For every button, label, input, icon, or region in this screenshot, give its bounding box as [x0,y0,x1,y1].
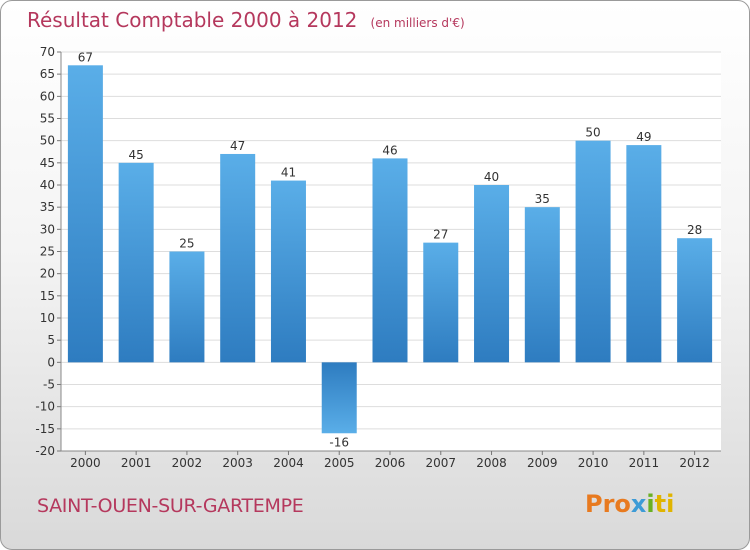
x-tick-label: 2007 [425,456,456,470]
bar-2006 [372,158,408,363]
y-tick-label: 0 [47,355,55,369]
x-tick-label: 2000 [70,456,101,470]
bar-2001 [118,162,154,363]
x-tick-label: 2010 [578,456,609,470]
data-label: 47 [230,139,245,153]
data-label: 46 [382,143,397,157]
chart-title: Résultat Comptable 2000 à 2012 [27,8,358,32]
logo-part: Pro [585,490,631,518]
x-tick-label: 2011 [629,456,660,470]
logo-part: ti [654,490,675,518]
title-row: Résultat Comptable 2000 à 2012 (en milli… [27,8,465,32]
commune-name: SAINT-OUEN-SUR-GARTEMPE [37,495,304,517]
y-tick-label: 70 [40,45,55,59]
y-tick-label: 25 [40,245,55,259]
y-tick-label: -10 [35,400,55,414]
data-label: -16 [329,435,349,449]
x-tick-label: 2008 [476,456,507,470]
chart-subtitle: (en milliers d'€) [370,16,465,30]
proxiti-logo[interactable]: Proxiti [585,490,674,518]
y-tick-label: -5 [43,378,55,392]
y-tick-label: -15 [35,422,55,436]
bar-2011 [626,145,662,363]
x-tick-label: 2009 [527,456,558,470]
x-tick-label: 2006 [375,456,406,470]
data-label: 28 [687,223,702,237]
data-label: 40 [484,170,499,184]
y-tick-label: 30 [40,222,55,236]
y-tick-label: 55 [40,112,55,126]
data-label: 41 [281,166,296,180]
data-label: 49 [636,130,651,144]
bar-2010 [575,140,611,363]
bar-2008 [474,185,510,363]
data-label: 35 [535,192,550,206]
data-label: 50 [585,126,600,140]
y-tick-label: 45 [40,156,55,170]
x-tick-label: 2001 [121,456,152,470]
bar-2003 [220,153,256,363]
y-tick-label: 65 [40,67,55,81]
logo-part: x [630,490,647,518]
bar-2000 [67,65,103,363]
data-label: 25 [179,237,194,251]
y-tick-label: 60 [40,89,55,103]
bar-2009 [524,207,560,363]
x-tick-label: 2005 [324,456,355,470]
x-tick-label: 2004 [273,456,304,470]
y-tick-label: -20 [35,444,55,458]
y-tick-label: 50 [40,134,55,148]
bar-2005 [321,362,357,434]
logo-part: i [646,490,655,518]
y-tick-label: 35 [40,200,55,214]
x-tick-label: 2002 [172,456,203,470]
y-tick-label: 40 [40,178,55,192]
x-tick-label: 2003 [222,456,253,470]
x-tick-label: 2012 [679,456,710,470]
bar-2007 [423,242,459,363]
bar-2002 [169,251,205,363]
bar-2012 [677,238,713,363]
y-tick-label: 20 [40,267,55,281]
y-tick-label: 10 [40,311,55,325]
y-tick-label: 5 [47,333,55,347]
data-label: 27 [433,228,448,242]
data-label: 67 [78,50,93,64]
data-label: 45 [129,148,144,162]
bar-2004 [270,180,306,363]
y-tick-label: 15 [40,289,55,303]
